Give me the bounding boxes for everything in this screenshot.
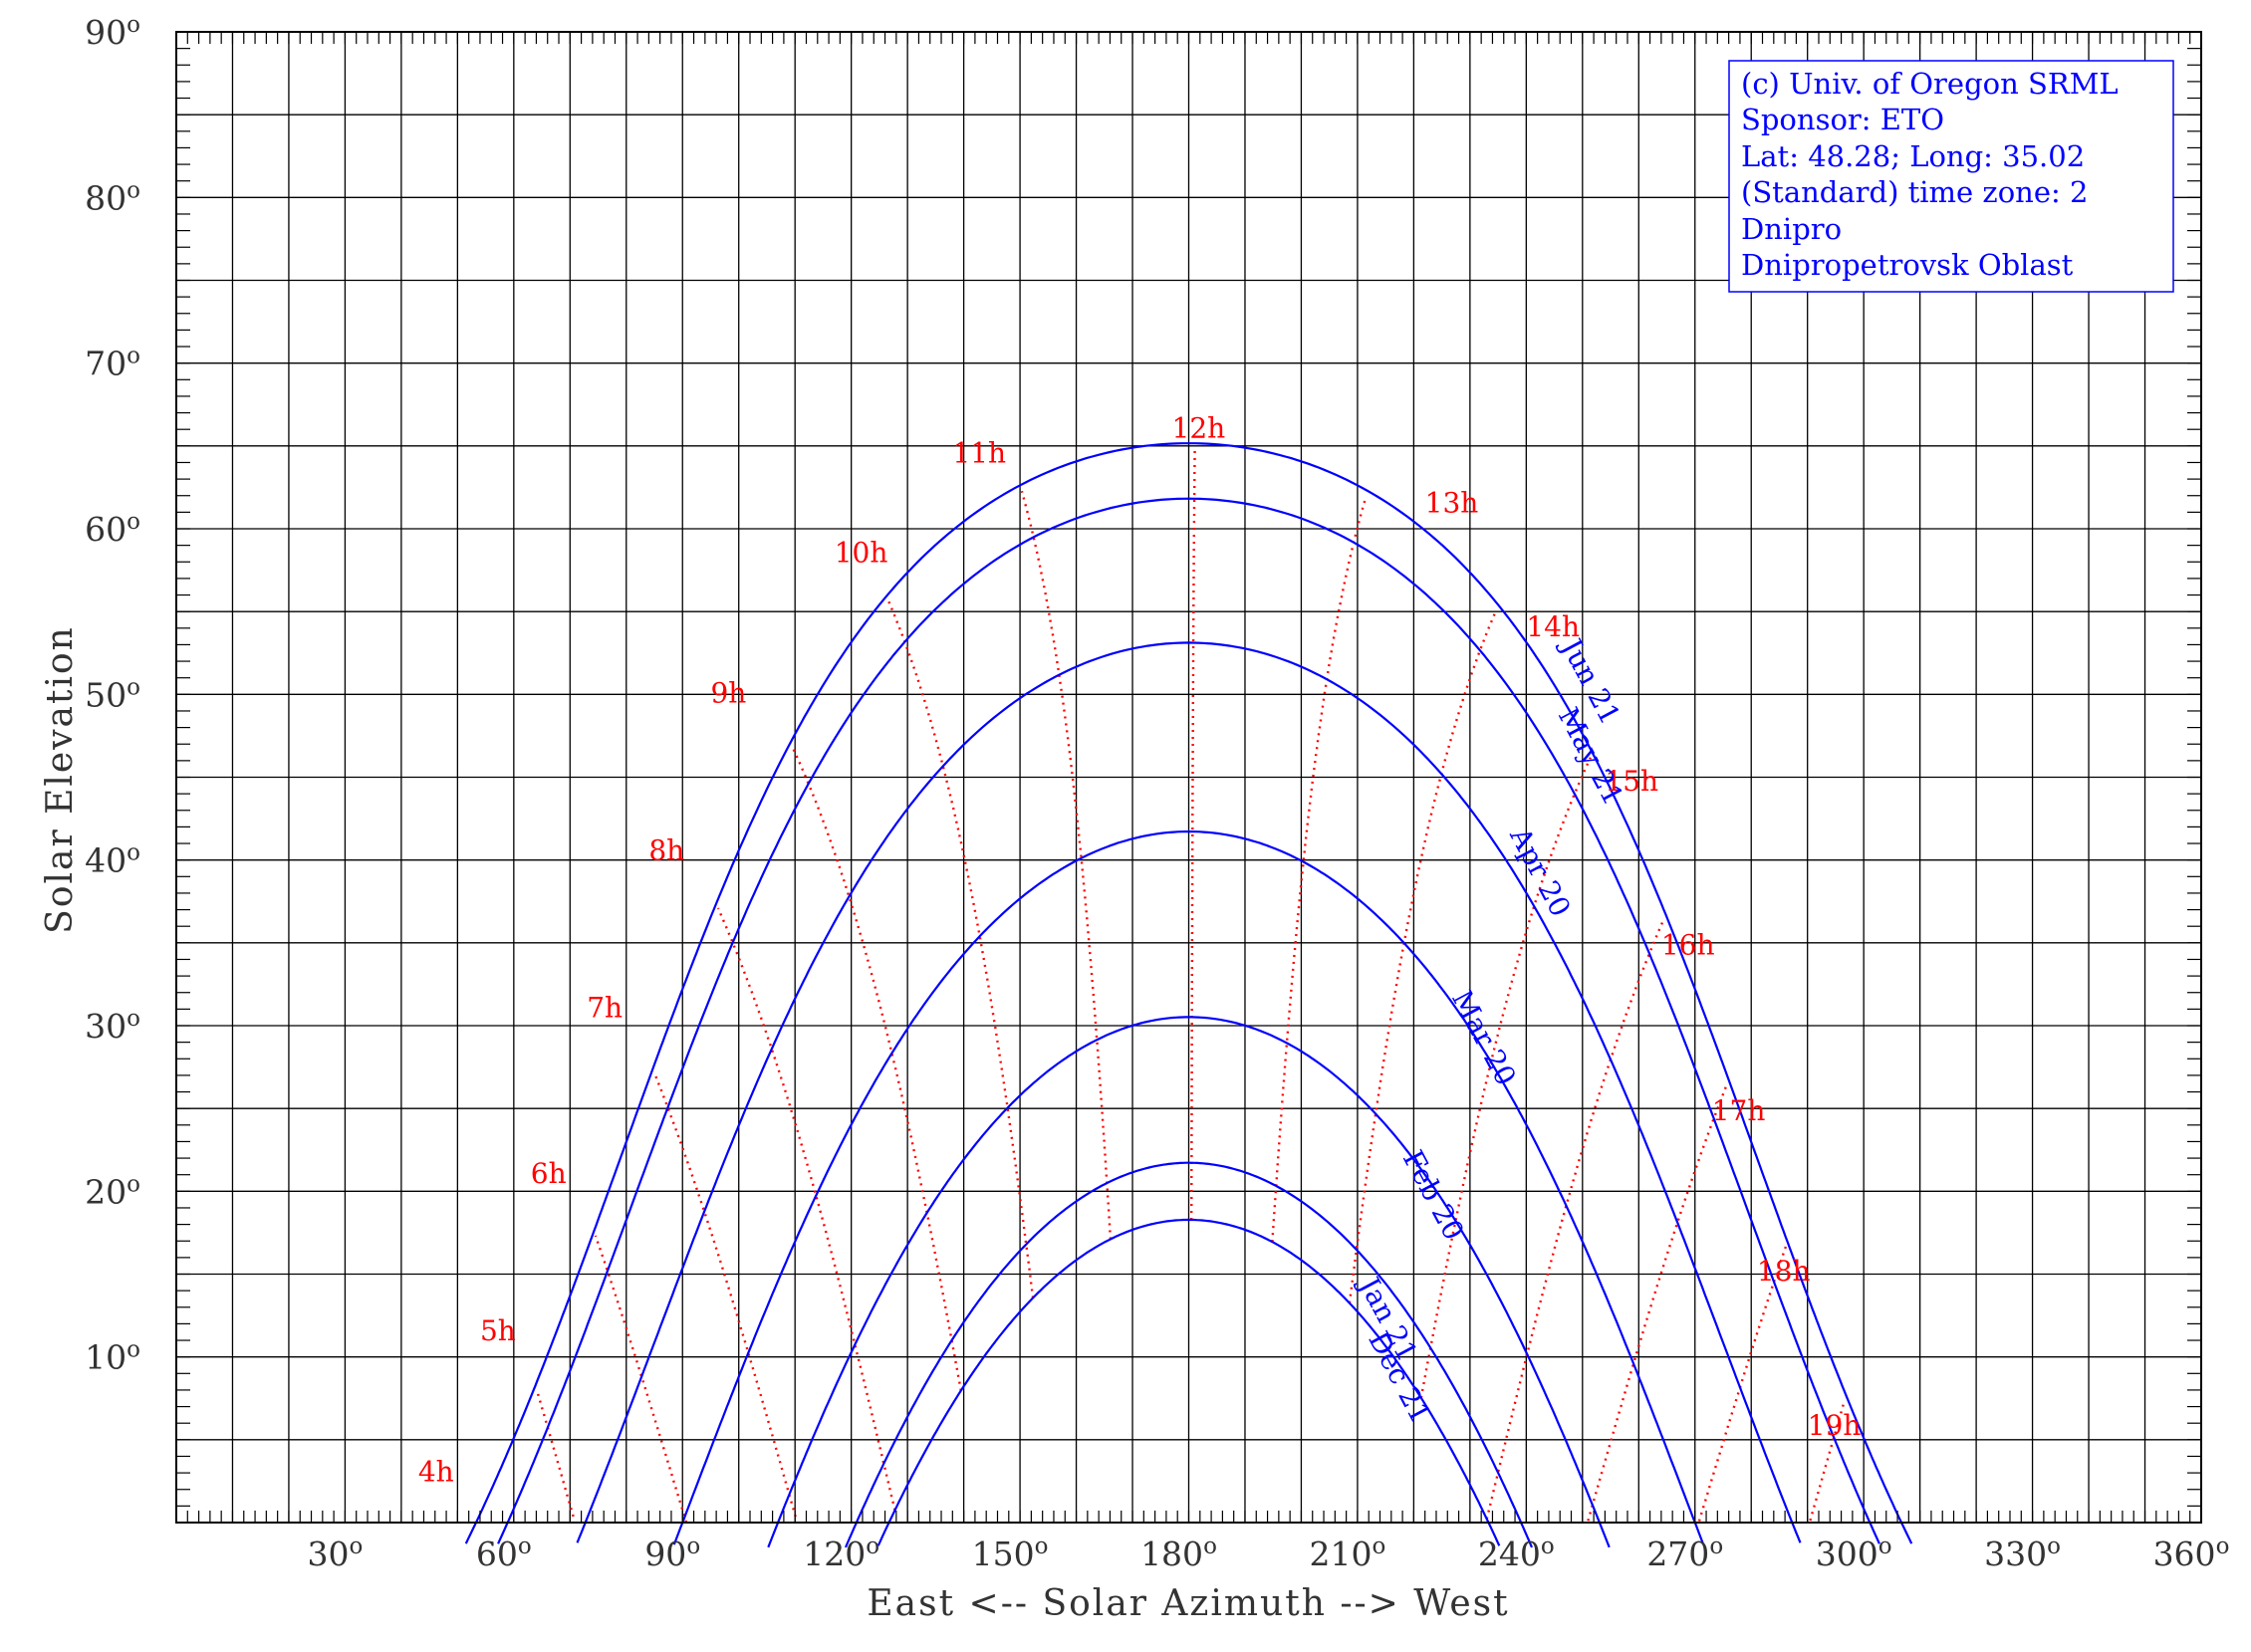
series-line-6 (876, 1218, 1501, 1546)
hour-label-11: 15h (1605, 765, 1658, 798)
hour-label-7: 11h (952, 436, 1006, 469)
x-tick-label-2: 90o (644, 1534, 700, 1573)
y-axis-label: Solar Elevation (40, 625, 81, 934)
hour-line-2 (594, 1235, 688, 1524)
hour-line-6 (887, 600, 1035, 1298)
hour-line-7 (1020, 490, 1113, 1240)
grid (176, 32, 2201, 1523)
x-tick-label-0: 30o (307, 1534, 363, 1573)
x-tick-label-8: 270o (1646, 1534, 1723, 1573)
series-line-0 (464, 442, 1913, 1544)
y-tick-label-5: 60o (85, 509, 140, 549)
hour-line-4 (716, 907, 896, 1511)
hour-label-5: 9h (710, 677, 746, 710)
info-line-city: Dnipro (1741, 212, 1842, 246)
x-tick-label-7: 240o (1478, 1534, 1555, 1573)
hour-label-14: 18h (1757, 1255, 1811, 1288)
y-tick-label-6: 70o (85, 344, 140, 383)
y-tick-label-3: 40o (85, 840, 140, 880)
series-line-2 (576, 641, 1802, 1543)
data-labels: 4h 5h 6h 7h 8h 9h 10h 11h 12h 13h 14h 15h 16h 17h 18h 1… (418, 412, 1862, 1489)
series-label-4: Feb 20 (1396, 1145, 1471, 1246)
y-tick-label-8: 90o (85, 12, 140, 52)
series-line-1 (497, 497, 1880, 1544)
info-line-coordinates: Lat: 48.28; Long: 35.02 (1741, 139, 2085, 173)
x-tick-label-3: 120o (803, 1534, 879, 1573)
x-tick-label-6: 210o (1309, 1534, 1385, 1573)
hour-line-13 (1587, 1083, 1729, 1522)
x-axis-label: East <-- Solar Azimuth --> West (867, 1583, 1509, 1624)
y-tick-label-7: 80o (85, 177, 140, 217)
info-line-timezone: (Standard) time zone: 2 (1741, 175, 2088, 209)
hour-label-4: 8h (648, 834, 684, 867)
info-line-copyright: (c) Univ. of Oregon SRML (1741, 67, 2119, 101)
hour-line-9 (1271, 496, 1368, 1243)
hour-label-0: 4h (418, 1455, 454, 1488)
hour-line-3 (653, 1072, 797, 1518)
info-box: (c) Univ. of Oregon SRML Sponsor: ETO La… (1728, 60, 2174, 293)
series-line-5 (844, 1161, 1534, 1548)
x-tick-label-4: 150o (972, 1534, 1049, 1573)
hour-lines (535, 449, 1847, 1524)
x-tick-label-1: 60o (476, 1534, 532, 1573)
hour-label-1: 5h (480, 1314, 516, 1347)
x-tick-label-9: 300o (1816, 1534, 1892, 1573)
hour-label-13: 17h (1712, 1094, 1766, 1127)
series-line-3 (672, 829, 1705, 1545)
info-line-region: Dnipropetrovsk Oblast (1741, 248, 2074, 282)
hour-label-2: 6h (531, 1157, 567, 1190)
series-label-3: Mar 20 (1445, 985, 1523, 1091)
hour-label-6: 10h (835, 536, 888, 569)
hour-label-8: 12h (1172, 412, 1226, 445)
hour-line-12 (1485, 918, 1665, 1520)
hour-line-1 (535, 1389, 575, 1518)
hour-line-8 (1189, 449, 1196, 1220)
hour-label-12: 16h (1661, 928, 1715, 961)
hour-label-15: 19h (1808, 1409, 1862, 1442)
info-line-sponsor: Sponsor: ETO (1741, 103, 1944, 136)
sun-path-series (464, 442, 1913, 1548)
hour-line-15 (1809, 1399, 1847, 1522)
hour-line-5 (791, 746, 962, 1391)
info-box-border (1728, 60, 2174, 293)
y-tick-label-0: 10o (85, 1337, 140, 1377)
x-tick-label-10: 330o (1984, 1534, 2061, 1573)
x-tick-label-11: 360o (2153, 1534, 2230, 1573)
hour-line-11 (1419, 757, 1592, 1399)
series-line-4 (767, 1016, 1611, 1548)
y-tick-label-2: 30o (85, 1006, 140, 1046)
x-tick-label-5: 180o (1140, 1534, 1217, 1573)
y-tick-label-4: 50o (85, 674, 140, 714)
hour-label-10: 14h (1526, 610, 1580, 643)
hour-label-3: 7h (587, 992, 623, 1025)
y-tick-label-1: 20o (85, 1171, 140, 1211)
hour-label-9: 13h (1425, 486, 1479, 519)
